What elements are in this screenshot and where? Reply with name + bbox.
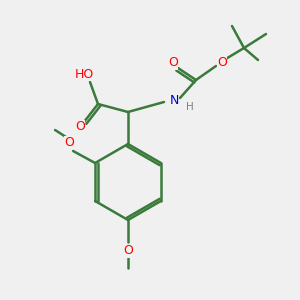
Text: O: O bbox=[75, 119, 85, 133]
Text: H: H bbox=[186, 102, 194, 112]
Text: N: N bbox=[169, 94, 179, 106]
Text: O: O bbox=[64, 136, 74, 148]
Text: O: O bbox=[123, 244, 133, 257]
Text: O: O bbox=[168, 56, 178, 70]
Text: O: O bbox=[217, 56, 227, 68]
Text: HO: HO bbox=[74, 68, 94, 80]
